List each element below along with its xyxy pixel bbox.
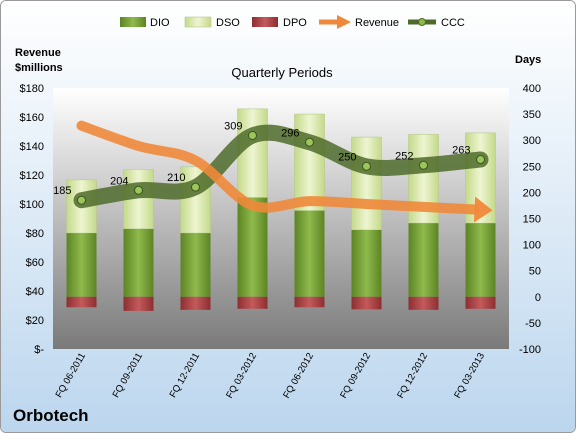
bar-dio	[408, 223, 439, 297]
ccc-data-label: 250	[338, 151, 356, 163]
ccc-data-label: 185	[53, 185, 71, 197]
revenue-series	[76, 120, 493, 223]
legend-swatch-revenue	[319, 15, 351, 29]
ccc-point	[362, 161, 371, 171]
left-axis-label-line1: Revenue	[15, 47, 61, 59]
bar-dpo	[237, 296, 268, 309]
ccc-point	[248, 131, 257, 141]
right-tick-label: -50	[525, 318, 541, 330]
ccc-point	[305, 137, 314, 147]
left-tick-label: $20	[26, 315, 44, 327]
bar-dio	[66, 233, 97, 297]
legend-label-ccc: CCC	[441, 17, 465, 29]
ccc-data-label: 210	[167, 172, 185, 184]
left-tick-label: $120	[20, 170, 44, 182]
bar-dso	[294, 113, 325, 211]
ccc-data-label: 252	[395, 150, 413, 162]
revenue-arrowhead	[473, 196, 493, 223]
bar-dpo	[351, 296, 382, 310]
legend-swatch-dso	[184, 16, 212, 28]
legend-label-dpo: DPO	[283, 17, 307, 29]
legend-swatch-dpo	[252, 17, 278, 27]
bar-dio	[351, 229, 382, 297]
ccc-series: 185 204 210 309 296 250 252 263	[53, 121, 489, 209]
bar-dpo	[465, 296, 496, 309]
right-axis-ticks: 400 350 300 250 200 150 100 50 0 -50 -100	[519, 83, 541, 356]
right-tick-label: 50	[529, 266, 541, 278]
left-tick-label: $140	[20, 141, 44, 153]
left-tick-label: $-	[34, 344, 44, 356]
bar-dpo	[66, 296, 97, 308]
right-tick-label: -100	[519, 344, 541, 356]
bar-dpo	[294, 296, 325, 308]
bars	[66, 108, 496, 311]
right-tick-label: 100	[523, 240, 541, 252]
left-tick-label: $160	[20, 112, 44, 124]
right-tick-label: 250	[523, 161, 541, 173]
bar-dpo	[123, 296, 154, 311]
right-tick-label: 150	[523, 214, 541, 226]
ccc-point	[77, 195, 86, 205]
ccc-point	[476, 155, 485, 165]
chart-title: Quarterly Periods	[231, 65, 333, 80]
right-axis-label: Days	[515, 54, 541, 66]
ccc-data-label: 263	[452, 145, 470, 157]
left-tick-label: $180	[20, 83, 44, 95]
bar-dso	[237, 108, 268, 198]
right-tick-label: 300	[523, 135, 541, 147]
legend-label-revenue: Revenue	[355, 17, 399, 29]
left-tick-label: $100	[20, 199, 44, 211]
legend: DIO DSO DPO Revenue CCC	[120, 15, 465, 29]
ccc-data-label: 309	[224, 121, 242, 133]
ccc-data-label: 204	[110, 175, 128, 187]
company-name: Orbotech	[13, 406, 89, 425]
right-tick-label: 200	[523, 187, 541, 199]
right-tick-label: 400	[523, 83, 541, 95]
left-axis-label-line2: $millions	[15, 62, 63, 74]
left-tick-label: $80	[26, 228, 44, 240]
legend-label-dso: DSO	[216, 17, 240, 29]
bar-dio	[123, 228, 154, 297]
legend-label-dio: DIO	[150, 17, 170, 29]
bar-dio	[294, 210, 325, 297]
bar-dio	[465, 223, 496, 297]
ccc-data-label: 296	[281, 127, 299, 139]
bar-dpo	[180, 296, 211, 310]
right-tick-label: 350	[523, 109, 541, 121]
bar-dpo	[408, 296, 439, 310]
left-tick-label: $60	[26, 257, 44, 269]
ccc-point	[134, 185, 143, 195]
ccc-line	[73, 124, 489, 209]
bar-dso	[351, 136, 382, 231]
bar-dio	[237, 197, 268, 297]
ccc-point	[191, 182, 200, 192]
legend-swatch-ccc	[408, 18, 436, 26]
bar-dio	[180, 233, 211, 297]
right-tick-label: 0	[535, 292, 541, 304]
left-tick-label: $40	[26, 286, 44, 298]
left-axis-ticks: $180 $160 $140 $120 $100 $80 $60 $40 $20 $-	[20, 83, 45, 356]
revenue-line	[76, 120, 480, 215]
ccc-point	[419, 160, 428, 170]
legend-swatch-dio	[120, 17, 146, 27]
